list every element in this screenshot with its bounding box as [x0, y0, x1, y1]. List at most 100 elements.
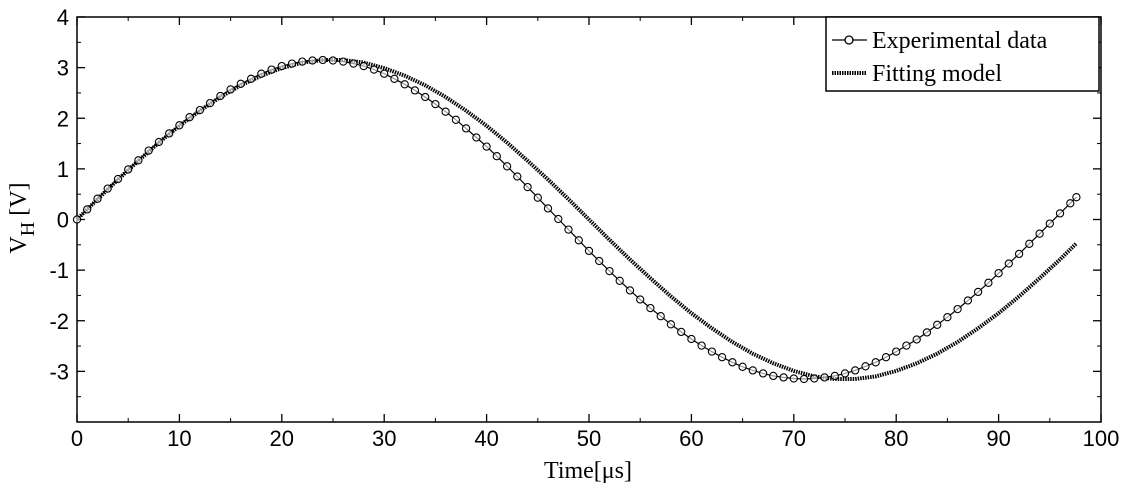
y-tick-label: -2: [49, 309, 69, 334]
data-point-experimental: [277, 61, 286, 71]
data-point-experimental: [144, 146, 153, 155]
x-tick-label: 50: [577, 426, 601, 451]
data-point-experimental: [861, 362, 870, 371]
data-point-experimental: [646, 303, 655, 313]
legend-label-experimental: Experimental data: [872, 28, 1048, 54]
data-point-experimental: [820, 373, 829, 382]
data-point-experimental: [1066, 199, 1075, 208]
data-point-experimental: [431, 99, 440, 109]
data-point-experimental: [636, 295, 645, 304]
data-point-experimental: [185, 113, 194, 122]
x-tick-label: 70: [782, 426, 806, 451]
data-point-experimental: [697, 341, 706, 350]
data-point-experimental: [748, 366, 757, 375]
y-tick-label: 0: [57, 208, 69, 233]
data-point-experimental: [472, 133, 481, 142]
data-point-experimental: [543, 204, 553, 213]
data-point-experimental: [666, 320, 676, 329]
data-point-experimental: [451, 115, 461, 124]
data-point-experimental: [554, 214, 563, 224]
data-point-experimental: [461, 124, 471, 133]
data-point-experimental: [103, 184, 112, 193]
data-point-experimental: [287, 59, 297, 68]
data-point-experimental: [912, 335, 921, 344]
x-tick-label: 80: [884, 426, 908, 451]
data-point-experimental: [513, 172, 522, 181]
data-point-experimental: [840, 369, 850, 378]
data-point-experimental: [687, 334, 696, 344]
y-axis-label-main: V: [6, 236, 32, 254]
x-tick-label: 60: [679, 426, 703, 451]
data-point-experimental: [738, 362, 747, 371]
data-point-experimental: [584, 246, 594, 256]
data-point-experimental: [758, 369, 768, 378]
data-point-experimental: [799, 374, 809, 384]
data-point-experimental: [994, 269, 1003, 278]
y-tick-label: 3: [57, 56, 69, 81]
data-point-experimental: [810, 374, 819, 383]
data-point-experimental: [830, 371, 839, 381]
y-tick-label: 4: [57, 5, 69, 30]
data-point-experimental: [963, 296, 973, 305]
data-point-experimental: [902, 341, 911, 350]
data-point-experimental: [677, 327, 686, 337]
data-point-experimental: [871, 358, 880, 367]
data-point-experimental: [339, 57, 348, 66]
x-tick-label: 90: [986, 426, 1010, 451]
legend-label-fitting: Fitting model: [872, 61, 1002, 87]
data-point-experimental: [851, 366, 860, 375]
x-tick-label: 40: [474, 426, 498, 451]
x-tick-label: 10: [167, 426, 191, 451]
data-point-experimental: [441, 107, 450, 116]
data-point-experimental: [134, 156, 143, 165]
data-point-experimental: [595, 256, 604, 266]
legend-marker-experimental: [844, 35, 854, 45]
y-axis-label: VH [V]: [6, 182, 39, 253]
data-point-experimental: [656, 312, 665, 321]
legend-box: [825, 16, 1100, 92]
data-point-experimental: [973, 287, 983, 297]
data-point-experimental: [1035, 229, 1044, 238]
data-point-experimental: [1055, 209, 1065, 218]
data-point-experimental: [523, 182, 532, 192]
data-point-experimental: [625, 286, 635, 295]
data-point-experimental: [922, 328, 932, 337]
legend: Experimental data Fitting model: [825, 16, 1100, 92]
plot-area: [72, 55, 1081, 384]
data-point-experimental: [421, 92, 430, 102]
data-point-experimental: [72, 215, 82, 224]
x-tick-label: 20: [270, 426, 294, 451]
data-point-experimental: [400, 80, 409, 89]
data-point-experimental: [1004, 259, 1013, 268]
data-point-experimental: [779, 373, 788, 382]
data-point-experimental: [881, 353, 891, 362]
data-point-experimental: [257, 69, 266, 78]
y-axis-label-sub: H: [17, 222, 39, 236]
data-point-experimental: [195, 105, 205, 115]
x-tick-label: 100: [1083, 426, 1120, 451]
data-point-experimental: [605, 266, 614, 276]
data-point-experimental: [502, 162, 512, 171]
data-point-experimental: [933, 320, 942, 329]
y-tick-label: 1: [57, 157, 69, 182]
y-tick-label: -1: [49, 258, 69, 283]
data-point-experimental: [216, 91, 225, 101]
data-point-experimental: [369, 65, 379, 74]
data-point-experimental: [707, 347, 717, 356]
data-point-experimental: [154, 137, 164, 147]
data-point-experimental: [236, 79, 245, 88]
data-point-experimental: [615, 276, 624, 285]
data-point-experimental: [482, 142, 491, 151]
data-point-experimental: [298, 57, 307, 66]
y-tick-label: 2: [57, 106, 69, 131]
data-point-experimental: [359, 61, 368, 71]
x-tick-label: 30: [372, 426, 396, 451]
data-point-experimental: [892, 347, 901, 356]
x-axis-label: Time[μs]: [544, 458, 632, 484]
data-point-experimental: [574, 236, 583, 245]
data-point-experimental: [205, 98, 215, 108]
data-point-experimental: [410, 86, 420, 95]
data-point-experimental: [728, 358, 737, 367]
